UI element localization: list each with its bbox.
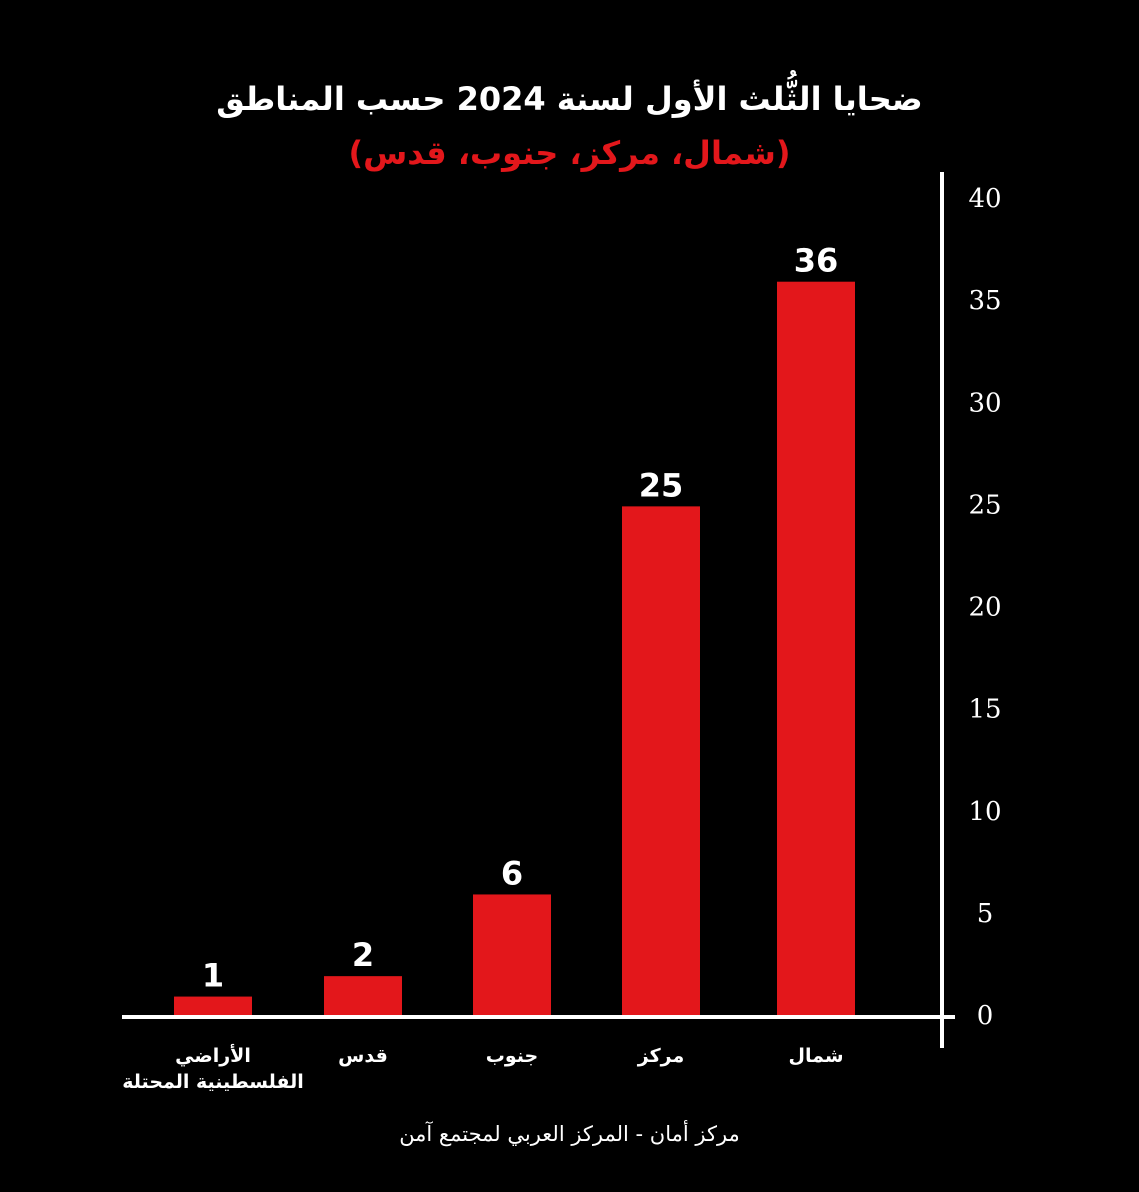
y-tick-label: 5 — [977, 899, 994, 929]
value-label: 2 — [352, 936, 374, 974]
y-tick-label: 35 — [968, 286, 1001, 316]
source-note: مركز أمان - المركز العربي لمجتمع آمن — [399, 1122, 740, 1146]
x-tick-label: جنوب — [485, 1045, 539, 1067]
y-tick-label: 15 — [968, 695, 1001, 725]
bar — [473, 894, 551, 1017]
bar — [324, 976, 402, 1017]
value-label: 6 — [501, 854, 523, 892]
bar — [174, 996, 252, 1017]
y-tick-label: 0 — [977, 1001, 994, 1031]
x-tick-label: شمال — [788, 1045, 844, 1067]
y-tick-label: 40 — [968, 184, 1001, 214]
value-label: 25 — [639, 466, 684, 504]
x-tick-label: قدس — [338, 1045, 388, 1067]
chart-title: ضحايا الثُّلث الأول لسنة 2024 حسب المناط… — [216, 80, 923, 118]
bar — [777, 281, 855, 1017]
bar — [622, 506, 700, 1017]
value-label: 1 — [202, 957, 224, 995]
y-tick-label: 30 — [968, 388, 1001, 418]
y-tick-label: 10 — [968, 797, 1001, 827]
x-tick-label: الأراضي الفلسطينية المحتلة — [122, 1045, 304, 1093]
y-tick-label: 25 — [968, 490, 1001, 520]
y-tick-label: 20 — [968, 593, 1001, 623]
value-label: 36 — [794, 242, 839, 280]
chart-subtitle: (شمال، مركز، جنوب، قدس) — [348, 134, 791, 172]
x-tick-label: مركز — [637, 1045, 685, 1067]
